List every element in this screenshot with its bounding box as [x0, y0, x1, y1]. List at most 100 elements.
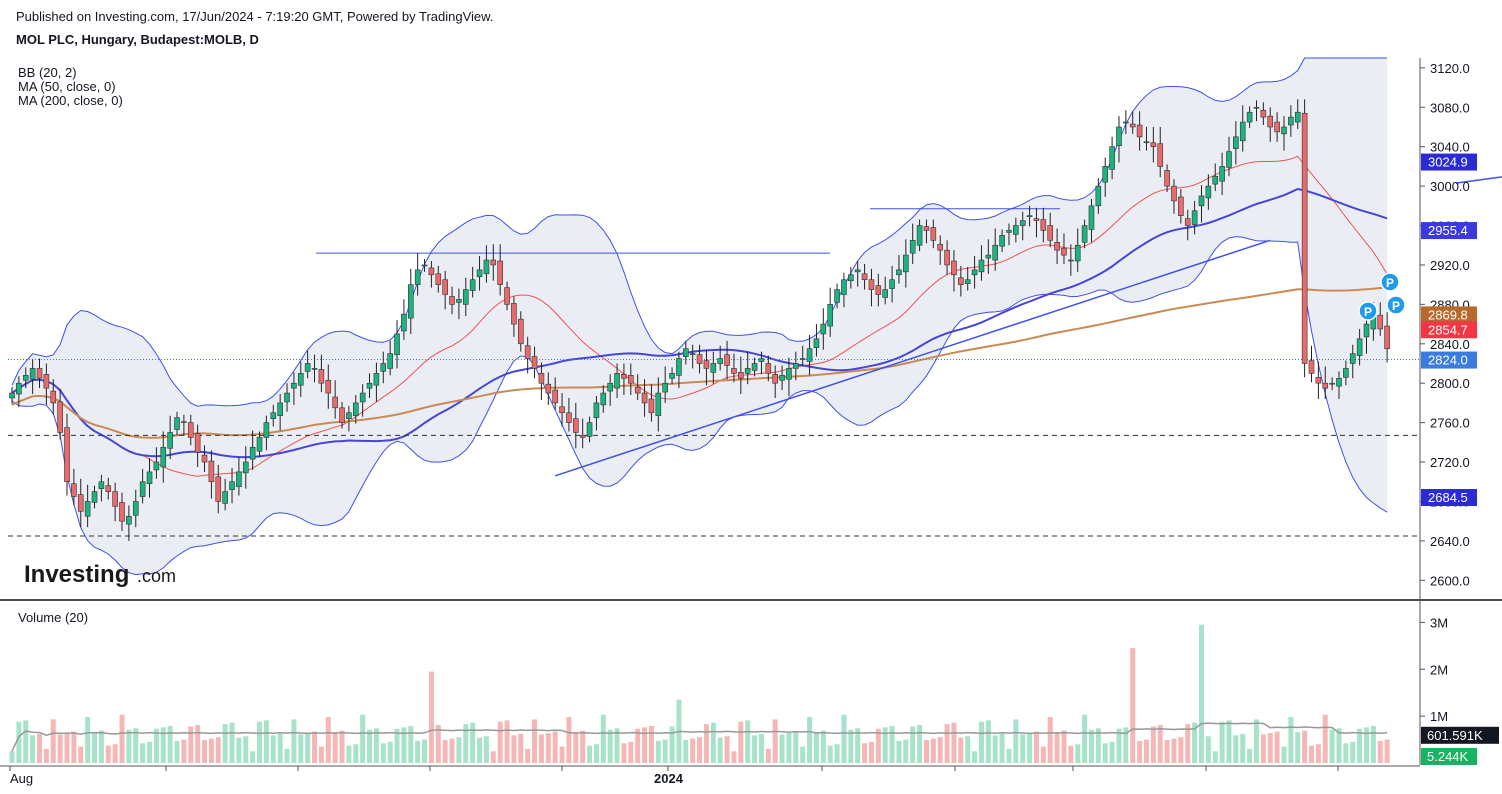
volume-bar — [339, 730, 345, 763]
candle-body — [744, 368, 751, 374]
bb-lower-line — [11, 236, 1388, 576]
candle-body — [621, 374, 627, 379]
candle-body — [504, 287, 510, 305]
candle-body — [1329, 382, 1335, 385]
candle-body — [346, 412, 352, 419]
candle-body — [1315, 376, 1322, 384]
candle-body — [407, 284, 414, 319]
legend-ma200: MA (200, close, 0) — [18, 93, 123, 108]
volume-bar — [188, 726, 194, 763]
volume-bar — [669, 726, 675, 763]
volume-bar — [738, 721, 744, 763]
candle-body — [71, 483, 77, 497]
volume-bar — [140, 743, 146, 763]
volume-bar — [1350, 741, 1356, 763]
candle-body — [187, 422, 194, 438]
candle-body — [208, 460, 215, 483]
candle-body — [827, 304, 833, 327]
candle-body — [490, 259, 497, 266]
vol-tick-label: 3M — [1430, 615, 1448, 630]
candle-body — [586, 422, 593, 437]
volume-bar — [126, 729, 132, 763]
candle-body — [84, 501, 91, 517]
volume-bar — [875, 728, 881, 763]
candle-body — [366, 382, 373, 389]
candle-body — [937, 243, 944, 251]
candle-body — [648, 398, 655, 414]
candle-body — [442, 279, 448, 295]
volume-bar — [504, 720, 510, 763]
volume-bar — [992, 735, 998, 763]
candle-body — [1356, 338, 1363, 356]
price-tag-label: 2824.0 — [1428, 353, 1468, 368]
volume-bar — [1370, 725, 1376, 763]
volume-bar — [786, 733, 792, 763]
candle-body — [16, 382, 22, 395]
volume-bar — [16, 721, 22, 763]
volume-bar — [435, 725, 441, 763]
candle-body — [332, 396, 338, 409]
volume-bar — [862, 743, 868, 763]
volume-bar — [1040, 746, 1046, 763]
volume-bar — [635, 728, 641, 763]
candle-body — [469, 279, 476, 291]
candle-body — [1047, 225, 1054, 241]
candle-body — [421, 264, 428, 267]
candle-body — [126, 515, 132, 525]
volume-bar — [937, 737, 943, 763]
volume-bar — [580, 730, 586, 763]
volume-bar — [1020, 734, 1026, 763]
volume-bar — [1384, 739, 1390, 763]
candle-body — [1006, 230, 1012, 233]
volume-bar — [1061, 730, 1067, 763]
volume-bar — [607, 729, 613, 763]
candle-body — [1164, 170, 1170, 187]
volume-bar — [752, 735, 758, 763]
price-tag — [1421, 153, 1477, 171]
candle-body — [112, 491, 118, 507]
candle-body — [889, 279, 895, 289]
candle-body — [1198, 195, 1205, 207]
candle-body — [36, 368, 43, 379]
volume-bar — [133, 728, 139, 763]
candle-body — [181, 421, 187, 423]
volume-bar — [43, 748, 49, 763]
volume-bar — [1308, 745, 1314, 763]
candle-body — [236, 471, 242, 487]
volume-bar — [1109, 741, 1115, 763]
volume-bar — [944, 724, 950, 763]
volume-bar — [456, 737, 462, 763]
volume-bar — [98, 730, 104, 763]
volume-bar — [958, 737, 964, 763]
volume-bar — [312, 731, 318, 763]
volume-bar — [1033, 731, 1039, 763]
volume-bar — [71, 731, 77, 763]
volume-bar — [903, 739, 909, 763]
candle-body — [806, 348, 813, 362]
volume-bar — [930, 738, 936, 763]
y-tick-label: 3120.0 — [1430, 61, 1470, 76]
volume-bar — [1192, 722, 1198, 763]
volume-bar — [621, 743, 627, 763]
candle-body — [614, 373, 620, 389]
published-caption: Published on Investing.com, 17/Jun/2024 … — [16, 9, 494, 24]
price-tag — [1421, 351, 1477, 369]
volume-bar — [552, 731, 558, 763]
volume-bar — [1253, 719, 1259, 763]
candle-body — [462, 289, 469, 305]
volume-bar — [820, 730, 826, 763]
volume-bar — [758, 733, 764, 763]
volume-bar — [195, 725, 201, 763]
volume-bar — [449, 738, 455, 763]
volume-bar — [1343, 743, 1349, 763]
candle-body — [139, 481, 146, 497]
candle-body — [1191, 210, 1198, 225]
volume-bar — [112, 744, 118, 763]
volume-bar — [30, 735, 36, 763]
candle-body — [724, 354, 730, 366]
candle-body — [1054, 241, 1060, 251]
volume-bar — [92, 732, 98, 763]
candle-body — [132, 501, 139, 516]
price-tag — [1421, 222, 1477, 240]
